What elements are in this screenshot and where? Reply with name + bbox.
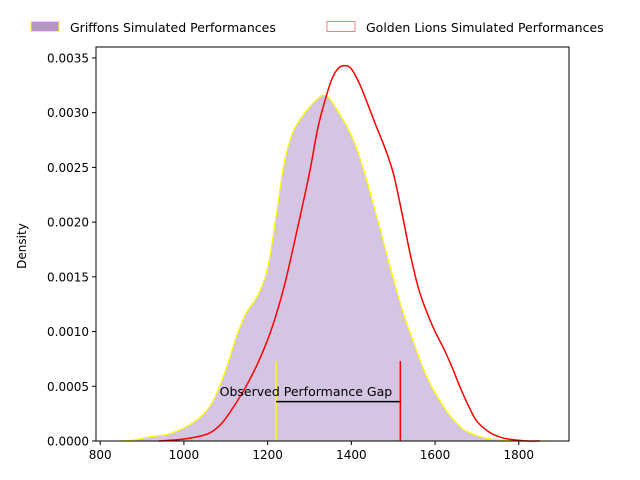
- legend-label-golden-lions: Golden Lions Simulated Performances: [366, 20, 604, 35]
- x-axis: 800 1000 1200 1400 1600 1800: [89, 441, 534, 462]
- y-tick-label: 0.0035: [47, 51, 89, 65]
- griffons-density-fill: [119, 95, 549, 442]
- x-tick-label: 800: [89, 448, 112, 462]
- y-tick-label: 0.0010: [47, 325, 89, 339]
- legend-label-griffons: Griffons Simulated Performances: [70, 20, 276, 35]
- y-axis-label: Density: [15, 223, 29, 269]
- legend-swatch-griffons: [30, 21, 60, 32]
- y-axis: 0.0000 0.0005 0.0010 0.0015 0.0020 0.0025 0.00…: [47, 51, 96, 449]
- legend: Griffons Simulated Performances Golden L…: [30, 20, 604, 35]
- golden-lions-density-line: [158, 64, 540, 442]
- griffons-density-line: [118, 94, 549, 442]
- legend-swatch-golden-lions: [326, 21, 356, 32]
- x-tick-label: 1000: [169, 448, 200, 462]
- annotations: Observed Performance Gap: [220, 361, 402, 441]
- y-tick-label: 0.0015: [47, 270, 89, 284]
- plot-area: [118, 64, 549, 442]
- x-tick-label: 1200: [252, 448, 283, 462]
- x-tick-label: 1600: [420, 448, 451, 462]
- y-tick-label: 0.0020: [47, 216, 89, 230]
- performance-gap-label: Observed Performance Gap: [220, 384, 393, 399]
- x-tick-label: 1800: [503, 448, 534, 462]
- y-tick-label: 0.0005: [47, 380, 89, 394]
- x-tick-label: 1400: [336, 448, 367, 462]
- y-tick-label: 0.0030: [47, 106, 89, 120]
- y-tick-label: 0.0025: [47, 161, 89, 175]
- axes-frame: [95, 46, 570, 442]
- y-tick-label: 0.0000: [47, 435, 89, 449]
